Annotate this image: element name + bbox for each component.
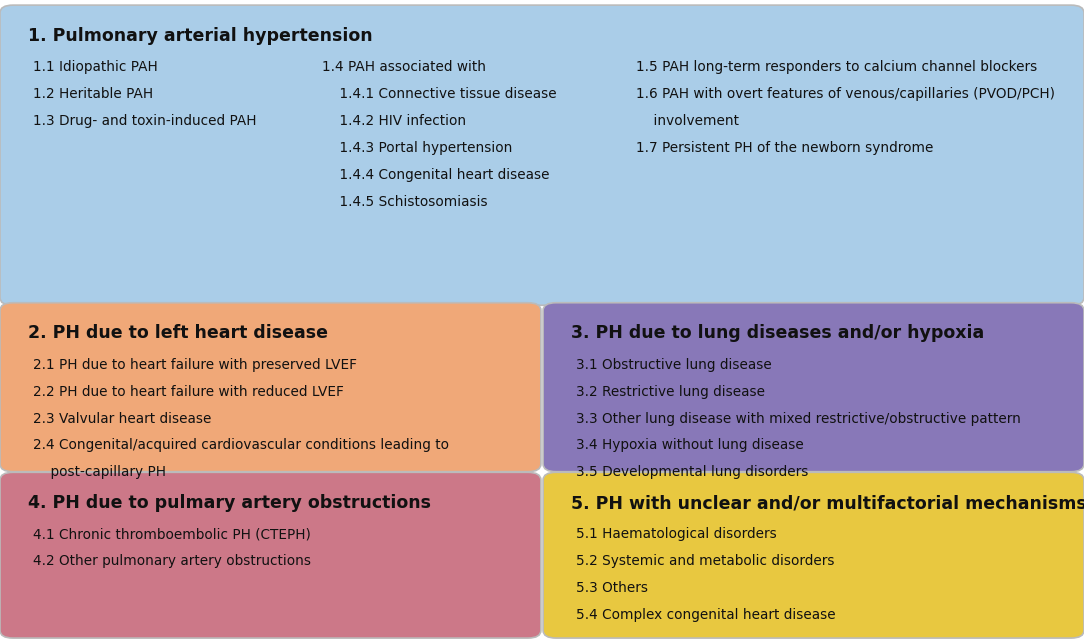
Text: 1.4.4 Congenital heart disease: 1.4.4 Congenital heart disease bbox=[322, 168, 550, 182]
Text: 3. PH due to lung diseases and/or hypoxia: 3. PH due to lung diseases and/or hypoxi… bbox=[571, 324, 984, 342]
Text: 1.4.5 Schistosomiasis: 1.4.5 Schistosomiasis bbox=[322, 195, 488, 209]
FancyBboxPatch shape bbox=[0, 472, 541, 638]
Text: 1.4.2 HIV infection: 1.4.2 HIV infection bbox=[322, 114, 466, 128]
Text: 5.1 Haematological disorders: 5.1 Haematological disorders bbox=[576, 527, 776, 541]
FancyBboxPatch shape bbox=[0, 303, 541, 472]
Text: post-capillary PH: post-capillary PH bbox=[33, 465, 166, 479]
Text: 1.7 Persistent PH of the newborn syndrome: 1.7 Persistent PH of the newborn syndrom… bbox=[636, 141, 933, 155]
FancyBboxPatch shape bbox=[543, 472, 1084, 638]
Text: 3.2 Restrictive lung disease: 3.2 Restrictive lung disease bbox=[576, 385, 764, 399]
Text: 2.2 PH due to heart failure with reduced LVEF: 2.2 PH due to heart failure with reduced… bbox=[33, 385, 344, 399]
Text: 1.2 Heritable PAH: 1.2 Heritable PAH bbox=[33, 87, 153, 101]
Text: 1. Pulmonary arterial hypertension: 1. Pulmonary arterial hypertension bbox=[28, 27, 373, 45]
Text: 2.1 PH due to heart failure with preserved LVEF: 2.1 PH due to heart failure with preserv… bbox=[33, 358, 357, 372]
Text: 3.3 Other lung disease with mixed restrictive/obstructive pattern: 3.3 Other lung disease with mixed restri… bbox=[576, 412, 1020, 426]
Text: 1.4 PAH associated with: 1.4 PAH associated with bbox=[322, 60, 486, 74]
FancyBboxPatch shape bbox=[543, 303, 1084, 472]
Text: 5.4 Complex congenital heart disease: 5.4 Complex congenital heart disease bbox=[576, 608, 836, 622]
Text: 5. PH with unclear and/or multifactorial mechanisms: 5. PH with unclear and/or multifactorial… bbox=[571, 494, 1084, 512]
FancyBboxPatch shape bbox=[0, 5, 1084, 305]
Text: 1.1 Idiopathic PAH: 1.1 Idiopathic PAH bbox=[33, 60, 157, 74]
Text: 1.4.3 Portal hypertension: 1.4.3 Portal hypertension bbox=[322, 141, 513, 155]
Text: 2.4 Congenital/acquired cardiovascular conditions leading to: 2.4 Congenital/acquired cardiovascular c… bbox=[33, 438, 449, 452]
Text: 3.1 Obstructive lung disease: 3.1 Obstructive lung disease bbox=[576, 358, 772, 372]
Text: 3.4 Hypoxia without lung disease: 3.4 Hypoxia without lung disease bbox=[576, 438, 803, 452]
Text: 5.3 Others: 5.3 Others bbox=[576, 581, 647, 595]
Text: 5.2 Systemic and metabolic disorders: 5.2 Systemic and metabolic disorders bbox=[576, 554, 834, 568]
Text: 1.6 PAH with overt features of venous/capillaries (PVOD/PCH): 1.6 PAH with overt features of venous/ca… bbox=[636, 87, 1056, 101]
Text: 1.3 Drug- and toxin-induced PAH: 1.3 Drug- and toxin-induced PAH bbox=[33, 114, 256, 128]
Text: 2. PH due to left heart disease: 2. PH due to left heart disease bbox=[28, 324, 328, 342]
Text: 1.4.1 Connective tissue disease: 1.4.1 Connective tissue disease bbox=[322, 87, 556, 101]
Text: 4.2 Other pulmonary artery obstructions: 4.2 Other pulmonary artery obstructions bbox=[33, 554, 310, 568]
Text: 3.5 Developmental lung disorders: 3.5 Developmental lung disorders bbox=[576, 465, 808, 479]
Text: 1.5 PAH long-term responders to calcium channel blockers: 1.5 PAH long-term responders to calcium … bbox=[636, 60, 1037, 74]
Text: 4. PH due to pulmary artery obstructions: 4. PH due to pulmary artery obstructions bbox=[28, 494, 431, 512]
Text: 2.3 Valvular heart disease: 2.3 Valvular heart disease bbox=[33, 412, 211, 426]
Text: involvement: involvement bbox=[636, 114, 739, 128]
Text: 4.1 Chronic thromboembolic PH (CTEPH): 4.1 Chronic thromboembolic PH (CTEPH) bbox=[33, 527, 310, 541]
